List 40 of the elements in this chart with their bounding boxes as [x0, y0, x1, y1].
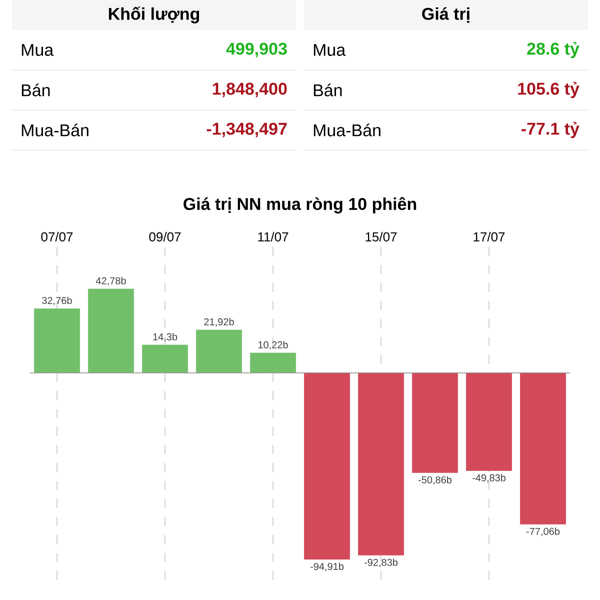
bar [88, 288, 134, 373]
text: Mua [22, 44, 54, 56]
text: 28.6 tỷ [527, 42, 580, 58]
x-tick-label: 15/07 [366, 232, 397, 242]
x-tick-label: 17/07 [474, 232, 505, 242]
x-tick-label: 09/07 [149, 232, 181, 242]
text: Bán [22, 84, 50, 96]
data-label: -92,83b [364, 558, 398, 568]
text: Giá trị [422, 7, 470, 23]
data-label: 10,22b [258, 341, 288, 350]
bar [412, 372, 458, 473]
text: Mua [314, 44, 346, 56]
text: Bán [314, 84, 342, 96]
bar [520, 372, 566, 524]
data-label: -77,06b [526, 528, 560, 536]
text: -1,348,497 [206, 122, 287, 138]
data-label: 32,76b [42, 296, 72, 306]
bar [142, 344, 188, 373]
text: -77.1 tỷ [522, 122, 580, 138]
text: 1,848,400 [212, 82, 287, 98]
data-label: 14,3b [153, 333, 178, 342]
text: Mua-Bán [314, 124, 380, 136]
x-tick-label: 07/07 [41, 232, 73, 242]
bar [34, 308, 80, 373]
data-label: 42,78b [96, 277, 126, 286]
bar [250, 352, 296, 373]
chart-title: Giá trị NN mua ròng 10 phiên [184, 197, 416, 214]
data-label: -49,83b [472, 474, 506, 483]
data-label: -94,91b [310, 562, 344, 572]
text: 105.6 tỷ [518, 82, 580, 98]
data-label: 21,92b [204, 318, 234, 327]
bar [466, 372, 512, 471]
data-label: -50,86b [418, 476, 452, 485]
bar [358, 372, 404, 556]
text: Khối lượng [108, 6, 200, 24]
text: 499,903 [226, 42, 287, 58]
bar [196, 330, 242, 373]
text: Mua-Bán [22, 124, 88, 136]
bar [304, 372, 350, 560]
x-tick-label: 11/07 [258, 232, 288, 242]
